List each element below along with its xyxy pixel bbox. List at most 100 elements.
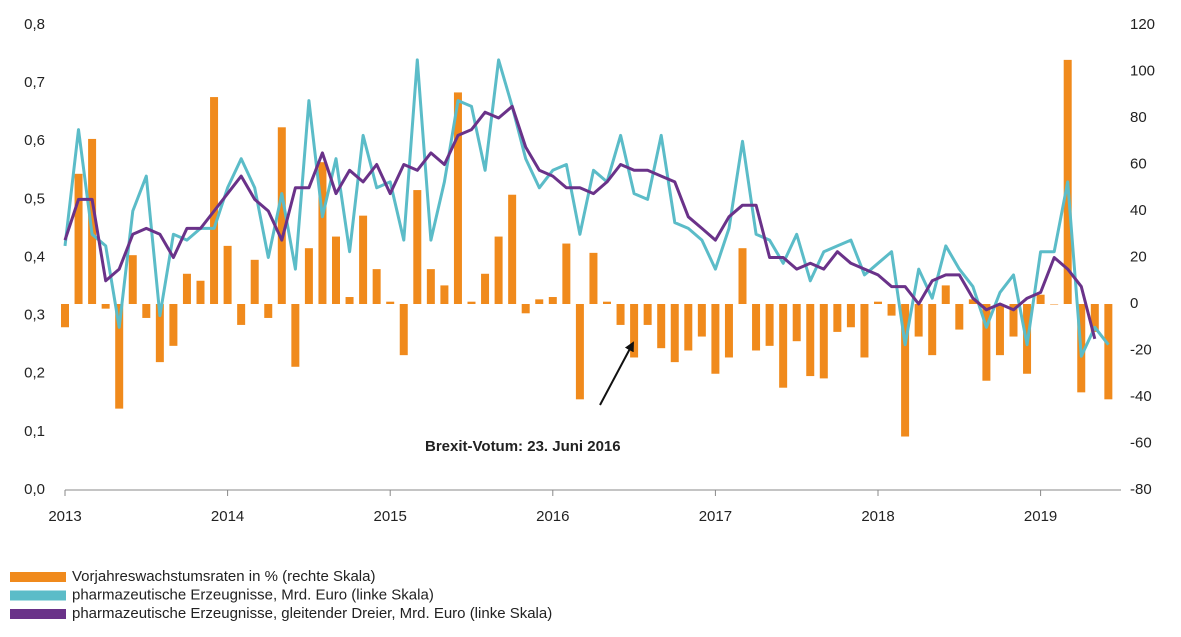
y2-tick-label: 20 [1130, 248, 1147, 265]
y-tick-label: 0,7 [24, 74, 45, 91]
legend-swatch [10, 609, 66, 619]
line [63, 58, 1110, 358]
bar [670, 304, 679, 363]
bar [169, 304, 178, 346]
x-tick-label: 2014 [211, 508, 244, 525]
bar [630, 304, 639, 358]
bar [210, 97, 219, 304]
x-tick-label: 2017 [699, 508, 732, 525]
bar [128, 255, 137, 304]
bar [697, 304, 706, 337]
bar [196, 280, 205, 304]
bar [765, 304, 774, 346]
y-tick-label: 0,0 [24, 481, 45, 498]
bar [792, 304, 801, 342]
bar [467, 301, 476, 304]
bar [74, 173, 83, 304]
y-tick-label: 0,3 [24, 307, 45, 324]
bar [955, 304, 964, 330]
bar [874, 301, 882, 304]
y2-tick-label: 40 [1130, 202, 1147, 219]
bar [1090, 304, 1099, 332]
bar [941, 285, 950, 304]
bar [332, 236, 340, 304]
bar [914, 304, 923, 337]
y2-tick-label: 80 [1130, 109, 1147, 126]
bar [453, 92, 462, 304]
bar [304, 248, 313, 304]
bar [1009, 304, 1018, 337]
y2-tick-label: 100 [1130, 62, 1155, 79]
bar [291, 304, 300, 367]
bar [237, 304, 246, 325]
y2-tick-label: -80 [1130, 481, 1152, 498]
y2-tick-label: -20 [1130, 341, 1152, 358]
x-tick-label: 2016 [536, 508, 569, 525]
y2-tick-label: -40 [1130, 388, 1152, 405]
x-tick-label: 2019 [1024, 508, 1057, 525]
bar [548, 297, 557, 304]
bar [846, 304, 855, 328]
bar [88, 138, 97, 304]
legend-swatch [10, 572, 66, 582]
bar [1050, 304, 1059, 305]
bar [711, 304, 720, 374]
legend-label: pharmazeutische Erzeugnisse, gleitender … [72, 605, 552, 622]
bar [277, 127, 286, 304]
y2-tick-label: 120 [1130, 16, 1155, 33]
bar [521, 304, 530, 314]
x-tick-label: 2018 [861, 508, 894, 525]
bar [399, 304, 408, 356]
y-tick-label: 0,1 [24, 423, 45, 440]
bar [995, 304, 1004, 356]
bar [535, 299, 544, 304]
y-tick-label: 0,2 [24, 365, 45, 382]
bar [603, 301, 611, 304]
bar [115, 304, 124, 409]
y2-tick-label: 60 [1130, 155, 1147, 172]
y-tick-label: 0,5 [24, 190, 45, 207]
annotation: Brexit-Votum: 23. Juni 2016 [425, 438, 621, 455]
bar [250, 259, 259, 304]
bar [345, 297, 354, 304]
bar [1104, 304, 1113, 400]
bar [616, 304, 625, 325]
bar [413, 190, 422, 304]
bar [738, 248, 747, 304]
bar [562, 243, 571, 304]
bar [264, 304, 273, 318]
annotation-arrow [599, 341, 634, 406]
bar [359, 215, 368, 304]
legend-swatch [10, 590, 66, 601]
bar [223, 245, 232, 304]
bar [481, 273, 490, 304]
bar [1036, 294, 1045, 304]
bar [426, 269, 435, 304]
y-tick-label: 0,8 [24, 16, 45, 33]
bar [440, 285, 449, 304]
bar [372, 269, 381, 304]
y-tick-label: 0,4 [24, 248, 45, 265]
bar [901, 304, 910, 437]
bar [386, 301, 395, 304]
y2-tick-label: 0 [1130, 295, 1138, 312]
x-tick-label: 2015 [374, 508, 407, 525]
bar [142, 304, 151, 318]
x-tick-label: 2013 [48, 508, 81, 525]
bar [494, 236, 503, 304]
bar [61, 304, 69, 328]
bar [155, 304, 164, 363]
bar [887, 304, 896, 316]
bar [806, 304, 815, 377]
line [63, 104, 1097, 340]
bar [575, 304, 584, 400]
bar [508, 194, 517, 304]
y2-tick-label: -60 [1130, 434, 1152, 451]
bar [819, 304, 828, 379]
legend-label: pharmazeutische Erzeugnisse, Mrd. Euro (… [72, 586, 434, 603]
bar [589, 252, 598, 304]
bar [968, 299, 977, 304]
bar [182, 273, 191, 304]
bar [643, 304, 652, 325]
